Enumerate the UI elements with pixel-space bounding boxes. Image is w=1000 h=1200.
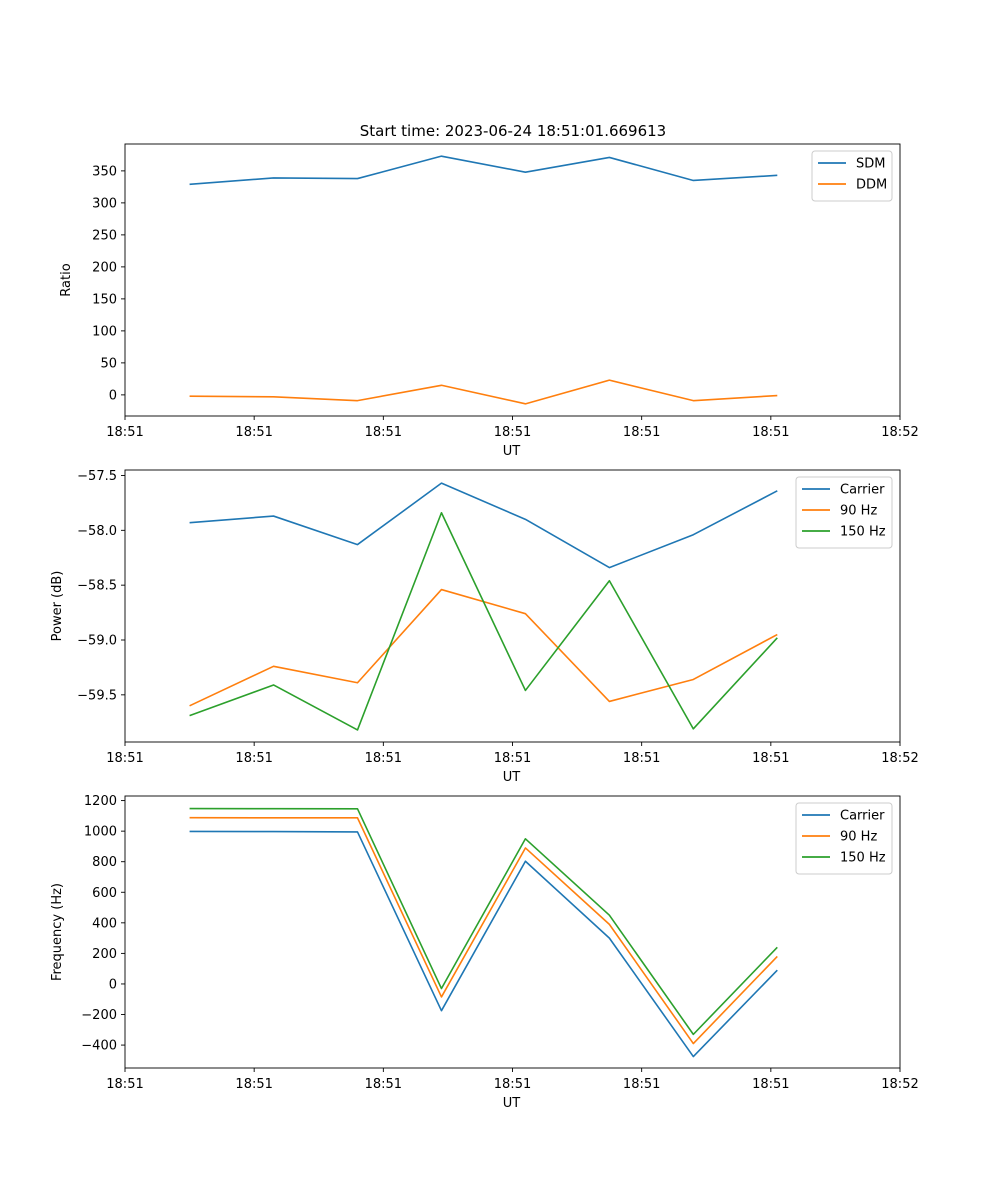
ratio-y-tick-label: 300 (92, 196, 117, 211)
frequency-y-tick-label: 800 (92, 855, 117, 870)
frequency-legend-label: 90 Hz (840, 830, 877, 845)
power-y-tick-label: −58.5 (77, 579, 117, 594)
ratio-x-tick-label: 18:51 (106, 425, 143, 440)
power-panel: 18:51 18:51 18:51 18:51 18:51 18:51 18:52 −59.5… (50, 469, 919, 785)
ratio-y-axis-label: Ratio (59, 263, 74, 296)
power-y-axis-label: Power (dB) (50, 571, 65, 642)
power-x-tick-label: 18:51 (752, 751, 789, 766)
frequency-series-line-150-hz (189, 807, 778, 1036)
frequency-y-tick-label: −400 (81, 1039, 117, 1054)
frequency-y-tick-label: 1000 (84, 825, 117, 840)
power-x-tick-label: 18:51 (623, 751, 660, 766)
ratio-x-tick-label: 18:51 (494, 425, 531, 440)
frequency-y-axis-label: Frequency (Hz) (50, 883, 65, 981)
ratio-x-tick-label: 18:51 (235, 425, 272, 440)
ratio-y-tick-label: 250 (92, 228, 117, 243)
frequency-panel: 18:51 18:51 18:51 18:51 18:51 18:51 18:52 −400 −… (50, 794, 919, 1111)
figure-title: Start time: 2023-06-24 18:51:01.669613 (360, 122, 666, 140)
ratio-series-line-sdm (189, 155, 778, 186)
ratio-y-tick-label: 50 (100, 356, 117, 371)
power-x-axis-label: UT (503, 770, 521, 785)
power-legend-label: Carrier (840, 483, 885, 498)
frequency-y-tick-label: 600 (92, 886, 117, 901)
frequency-x-tick-label: 18:51 (106, 1077, 143, 1092)
frequency-series-line-90-hz (189, 816, 778, 1045)
ratio-y-tick-label: 200 (92, 260, 117, 275)
power-y-tick-label: −59.5 (77, 688, 117, 703)
frequency-x-tick-label: 18:51 (365, 1077, 402, 1092)
power-x-tick-label: 18:52 (881, 751, 918, 766)
ratio-y-tick-label: 150 (92, 292, 117, 307)
frequency-y-tick-label: 400 (92, 916, 117, 931)
ratio-x-tick-label: 18:51 (365, 425, 402, 440)
frequency-x-tick-label: 18:51 (752, 1077, 789, 1092)
power-x-tick-label: 18:51 (106, 751, 143, 766)
frequency-legend-label: 150 Hz (840, 851, 886, 866)
ratio-y-tick-label: 0 (109, 388, 117, 403)
power-series-line-150-hz (189, 511, 778, 731)
ratio-series-line-ddm (189, 379, 778, 405)
power-y-tick-label: −57.5 (77, 469, 117, 484)
ratio-panel: 18:51 18:51 18:51 18:51 18:51 18:51 18:52 0 50 10… (59, 143, 919, 459)
frequency-y-tick-label: 200 (92, 947, 117, 962)
frequency-y-tick-label: −200 (81, 1008, 117, 1023)
frequency-x-tick-label: 18:51 (235, 1077, 272, 1092)
power-series-line-carrier (189, 482, 778, 569)
frequency-y-tick-label: 1200 (84, 794, 117, 809)
power-y-tick-label: −58.0 (77, 524, 117, 539)
ratio-x-tick-label: 18:51 (623, 425, 660, 440)
power-x-tick-label: 18:51 (494, 751, 531, 766)
frequency-x-axis-label: UT (503, 1096, 521, 1111)
ratio-x-tick-label: 18:51 (752, 425, 789, 440)
ratio-y-tick-label: 100 (92, 324, 117, 339)
ratio-legend-label: SDM (856, 157, 885, 172)
frequency-y-tick-label: 0 (109, 977, 117, 992)
ratio-x-tick-label: 18:52 (881, 425, 918, 440)
frequency-x-tick-label: 18:52 (881, 1077, 918, 1092)
ratio-y-tick-label: 350 (92, 164, 117, 179)
frequency-series-line-carrier (189, 830, 778, 1058)
ratio-x-axis-label: UT (503, 444, 521, 459)
power-legend-label: 90 Hz (840, 504, 877, 519)
power-x-tick-label: 18:51 (235, 751, 272, 766)
power-x-tick-label: 18:51 (365, 751, 402, 766)
frequency-legend-label: Carrier (840, 809, 885, 824)
frequency-x-tick-label: 18:51 (623, 1077, 660, 1092)
power-y-tick-label: −59.0 (77, 634, 117, 649)
power-legend-label: 150 Hz (840, 525, 886, 540)
ratio-legend-label: DDM (856, 178, 887, 193)
frequency-x-tick-label: 18:51 (494, 1077, 531, 1092)
